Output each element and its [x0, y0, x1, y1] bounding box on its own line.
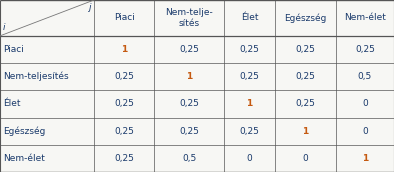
Text: 0: 0 — [303, 154, 309, 163]
Text: Egészség: Egészség — [284, 13, 327, 23]
Text: Élet: Élet — [241, 13, 258, 22]
Text: 0,25: 0,25 — [240, 127, 260, 136]
Text: 1: 1 — [121, 45, 127, 54]
Text: 1: 1 — [186, 72, 192, 81]
Text: 0,25: 0,25 — [179, 45, 199, 54]
Text: 1: 1 — [247, 99, 253, 108]
Text: Élet: Élet — [3, 99, 20, 108]
Text: Nem-élet: Nem-élet — [3, 154, 45, 163]
Text: 0,5: 0,5 — [358, 72, 372, 81]
Text: 0,25: 0,25 — [296, 45, 316, 54]
Text: Nem-teljesítés: Nem-teljesítés — [3, 72, 69, 82]
Text: 0,25: 0,25 — [240, 45, 260, 54]
Text: 0,25: 0,25 — [179, 99, 199, 108]
Text: 0: 0 — [362, 127, 368, 136]
Text: 0,25: 0,25 — [114, 99, 134, 108]
Text: 0,25: 0,25 — [114, 72, 134, 81]
Text: Nem-élet: Nem-élet — [344, 13, 386, 22]
Text: i: i — [3, 23, 6, 33]
Text: Piaci: Piaci — [114, 13, 135, 22]
Text: j: j — [88, 3, 91, 12]
Text: Nem-telje-
sítés: Nem-telje- sítés — [165, 8, 213, 28]
Text: Egészség: Egészség — [3, 126, 46, 136]
Text: Piaci: Piaci — [3, 45, 24, 54]
Text: 0,25: 0,25 — [296, 99, 316, 108]
Text: 0: 0 — [247, 154, 253, 163]
Text: 0,25: 0,25 — [179, 127, 199, 136]
Text: 0,5: 0,5 — [182, 154, 196, 163]
Text: 0,25: 0,25 — [114, 154, 134, 163]
Text: 0,25: 0,25 — [114, 127, 134, 136]
Text: 1: 1 — [362, 154, 368, 163]
Text: 1: 1 — [303, 127, 309, 136]
Text: 0,25: 0,25 — [240, 72, 260, 81]
Text: 0,25: 0,25 — [296, 72, 316, 81]
Text: 0: 0 — [362, 99, 368, 108]
Text: 0,25: 0,25 — [355, 45, 375, 54]
